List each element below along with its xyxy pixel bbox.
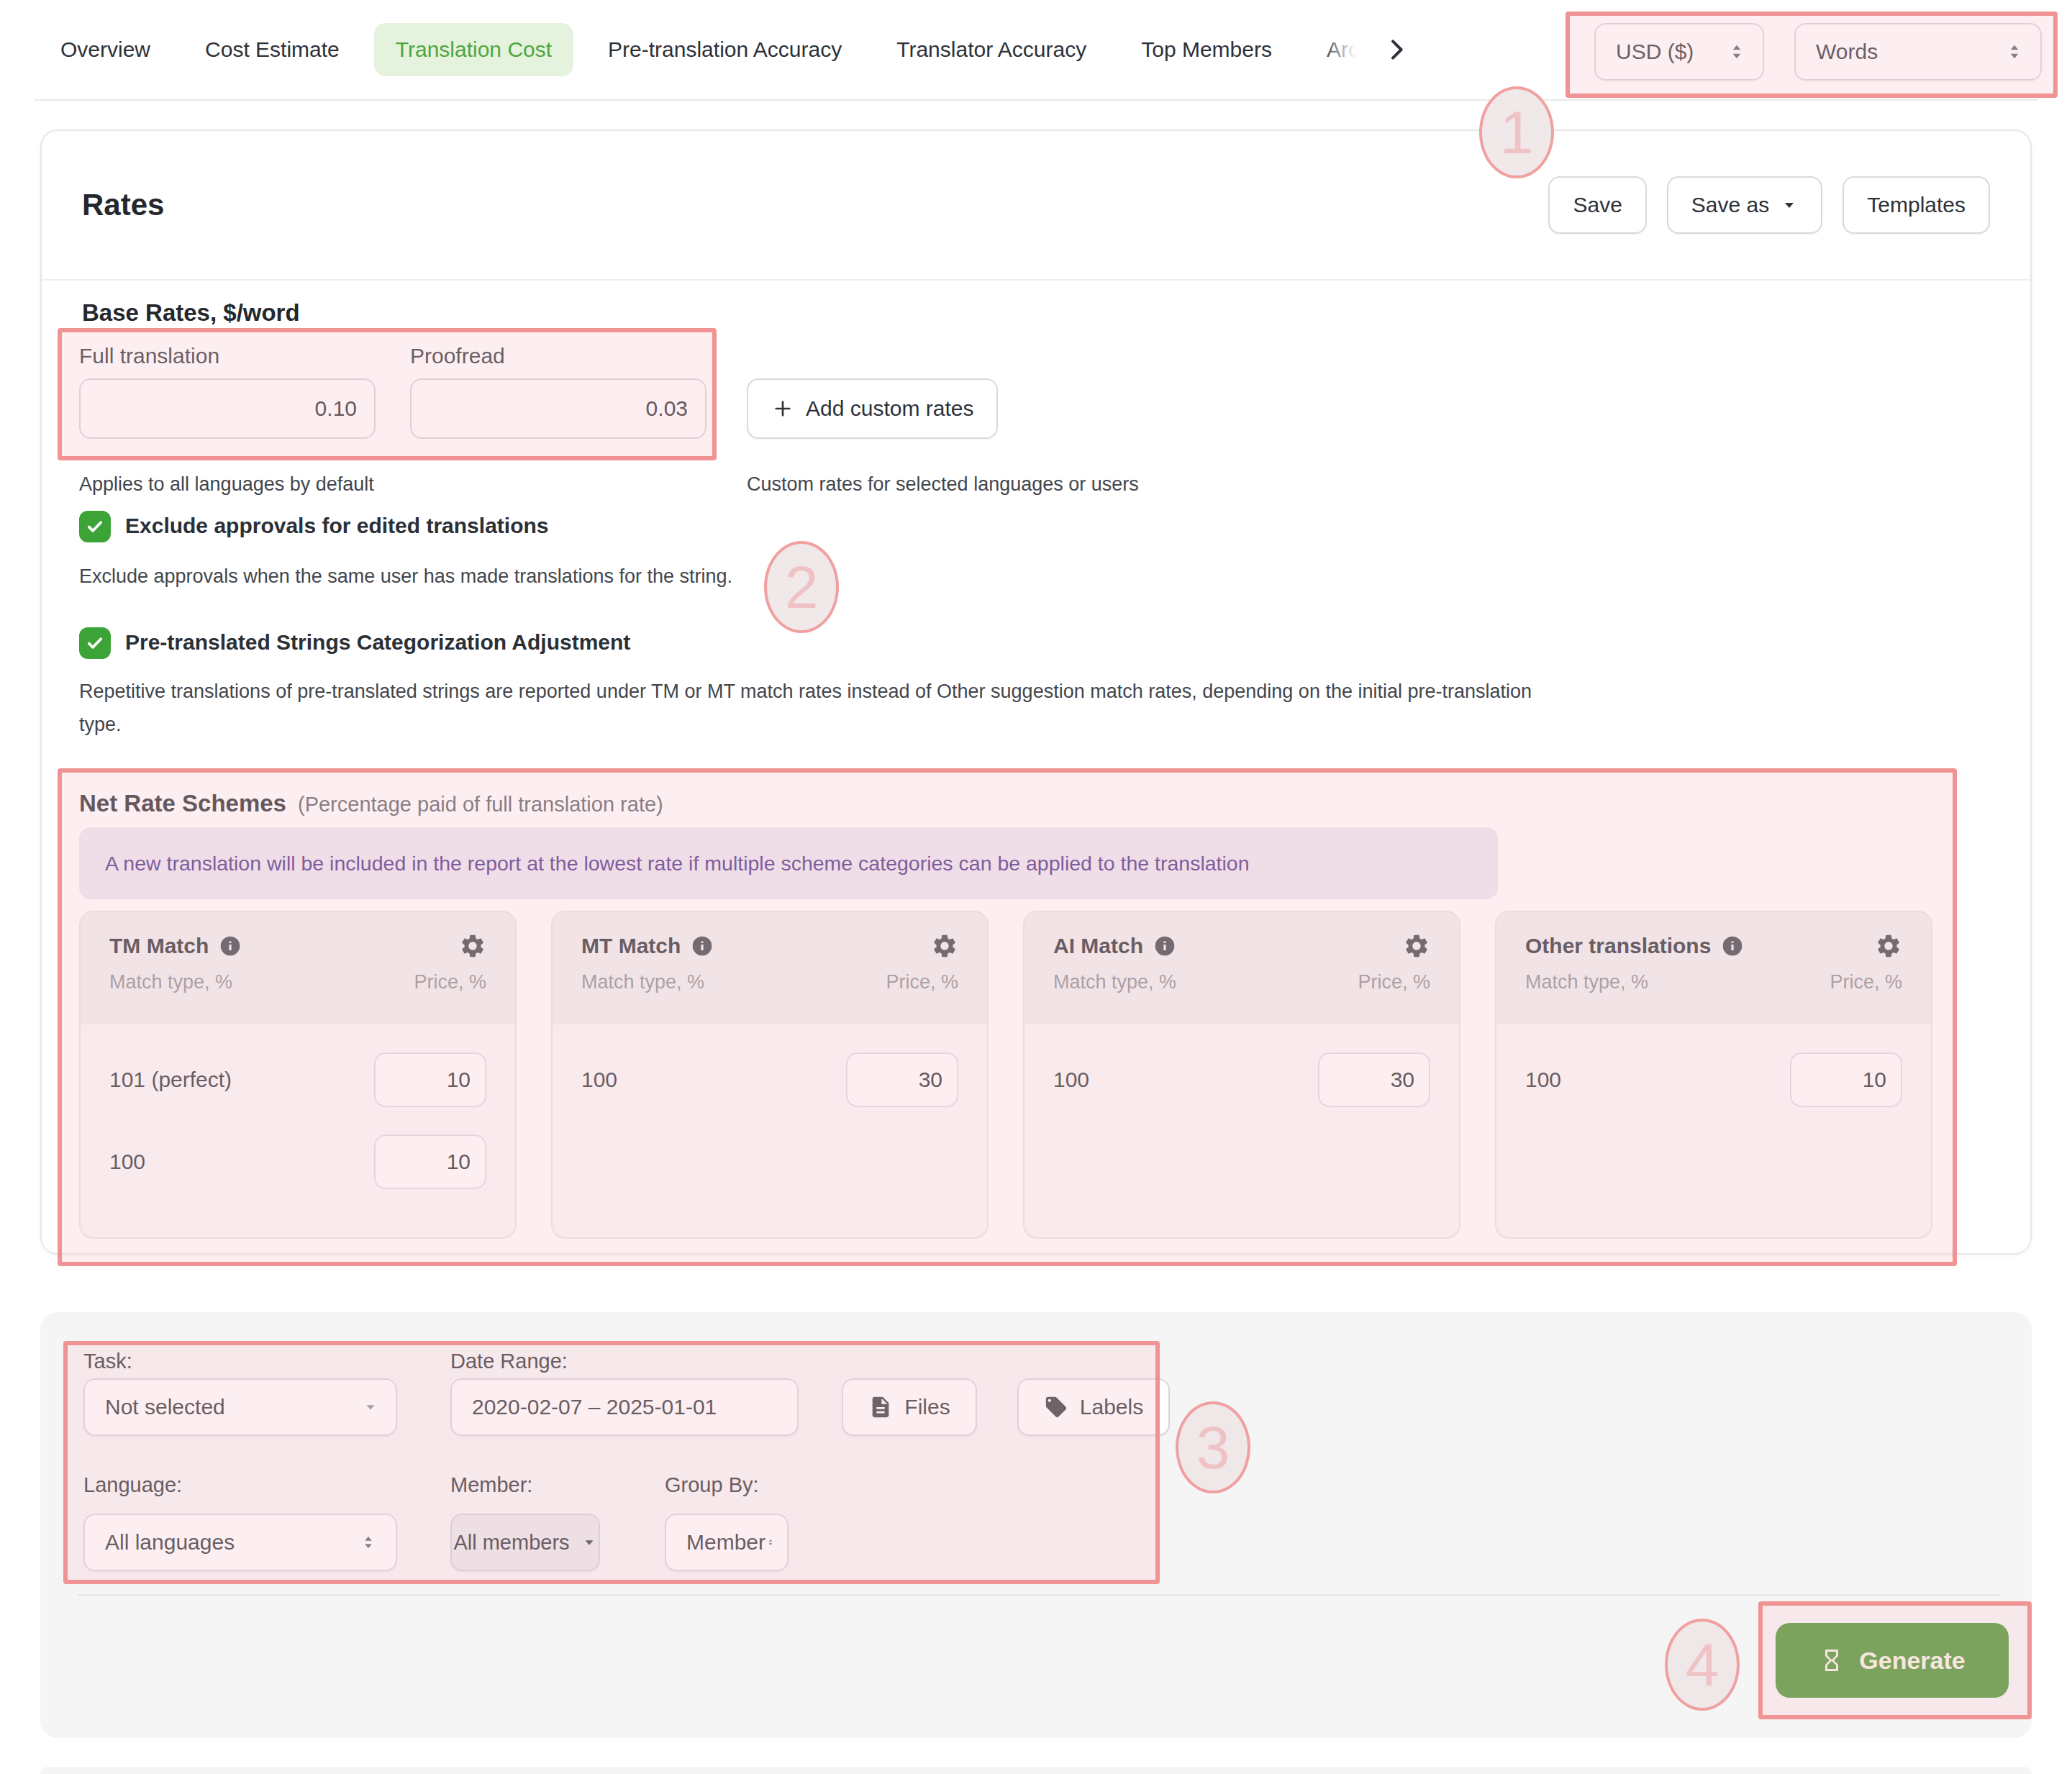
check-icon [85, 517, 105, 537]
save-button[interactable]: Save [1548, 176, 1646, 234]
annotation-marker-3: 3 [1176, 1401, 1250, 1493]
tab-overview[interactable]: Overview [60, 37, 150, 62]
report-page: Overview Cost Estimate Translation Cost … [0, 0, 2072, 1774]
tab-top-members[interactable]: Top Members [1141, 37, 1272, 62]
rates-card-header: Rates Save Save as Templates [42, 131, 2030, 281]
tab-translation-cost[interactable]: Translation Cost [374, 23, 573, 76]
annotation-marker-4: 4 [1665, 1619, 1740, 1711]
tab-cost-estimate[interactable]: Cost Estimate [205, 37, 340, 62]
annotation-box-4 [63, 1341, 1160, 1584]
tab-pre-translation-accuracy[interactable]: Pre-translation Accuracy [608, 37, 842, 62]
annotation-box-1 [1566, 12, 2058, 98]
page-title: Rates [82, 188, 164, 222]
pretranslated-adjustment-desc: Repetitive translations of pre-translate… [79, 675, 1576, 741]
annotation-marker-1: 1 [1479, 86, 1554, 178]
templates-button[interactable]: Templates [1842, 176, 1990, 234]
exclude-approvals-label: Exclude approvals for edited translation… [125, 514, 549, 538]
base-rates-note: Applies to all languages by default [79, 473, 374, 496]
exclude-approvals-desc: Exclude approvals when the same user has… [79, 560, 732, 593]
save-as-button[interactable]: Save as [1667, 176, 1822, 234]
down-caret-icon [1781, 196, 1798, 214]
next-card-top-edge [40, 1767, 2032, 1774]
footer-divider [78, 1594, 2000, 1596]
annotation-box-5 [1758, 1601, 2032, 1719]
annotation-box-2 [58, 328, 717, 460]
pretranslated-adjustment-label: Pre-translated Strings Categorization Ad… [125, 630, 630, 655]
custom-rates-note: Custom rates for selected languages or u… [747, 473, 1139, 496]
tab-archived[interactable]: Arc [1327, 37, 1359, 62]
check-icon [85, 633, 105, 653]
plus-icon [771, 397, 794, 420]
base-rates-heading: Base Rates, $/word [82, 299, 300, 327]
annotation-box-3 [58, 768, 1957, 1266]
exclude-approvals-checkbox[interactable] [79, 511, 111, 542]
tab-translator-accuracy[interactable]: Translator Accuracy [896, 37, 1086, 62]
add-custom-rates-button[interactable]: Add custom rates [747, 378, 998, 439]
pretranslated-adjustment-checkbox[interactable] [79, 627, 111, 659]
annotation-marker-2: 2 [764, 541, 839, 633]
tabs-scroll-right-icon[interactable] [1382, 35, 1411, 64]
